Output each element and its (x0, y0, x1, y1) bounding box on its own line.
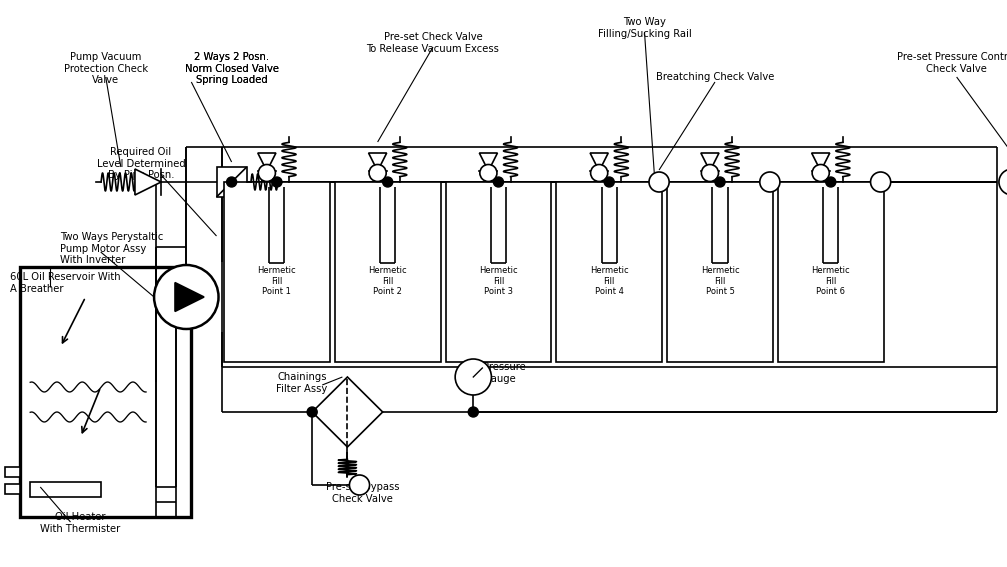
Circle shape (702, 164, 719, 181)
Bar (667, 182, 773, 362)
Text: Hermetic
Fill
Point 2: Hermetic Fill Point 2 (369, 266, 407, 296)
Circle shape (999, 169, 1007, 195)
Circle shape (826, 177, 836, 187)
Text: Hermetic
Fill
Point 5: Hermetic Fill Point 5 (701, 266, 739, 296)
Text: Pressure
Gauge: Pressure Gauge (483, 362, 526, 384)
Polygon shape (258, 153, 276, 171)
Text: Pre-set Pressure Control
Check Valve: Pre-set Pressure Control Check Valve (897, 52, 1007, 74)
Circle shape (383, 177, 393, 187)
Text: Hermetic
Fill
Point 1: Hermetic Fill Point 1 (258, 266, 296, 296)
Circle shape (227, 177, 237, 187)
Polygon shape (479, 153, 497, 171)
Bar (217, 167, 247, 197)
Text: Pump Vacuum
Protection Check
Valve: Pump Vacuum Protection Check Valve (63, 52, 148, 85)
Circle shape (455, 359, 491, 395)
Text: Two Way
Filling/Sucking Rail: Two Way Filling/Sucking Rail (597, 17, 692, 39)
Bar (445, 182, 552, 362)
Circle shape (369, 164, 387, 181)
Text: Pre-set Check Valve
To Release Vacuum Excess: Pre-set Check Valve To Release Vacuum Ex… (367, 32, 499, 54)
Circle shape (468, 407, 478, 417)
Polygon shape (590, 153, 608, 171)
Text: 60L Oil Reservoir With
A Breather: 60L Oil Reservoir With A Breather (10, 272, 121, 294)
Circle shape (649, 172, 670, 192)
Bar (777, 182, 884, 362)
Polygon shape (812, 153, 830, 171)
Text: 2 Ways 2 Posn.
Norm Closed Valve
Spring Loaded: 2 Ways 2 Posn. Norm Closed Valve Spring … (184, 52, 279, 85)
Bar (20, 267, 191, 517)
Text: Chainings
Filter Assy: Chainings Filter Assy (277, 372, 327, 393)
Bar (557, 182, 663, 362)
Bar (30, 482, 101, 497)
Text: Hermetic
Fill
Point 3: Hermetic Fill Point 3 (479, 266, 518, 296)
Circle shape (590, 164, 607, 181)
Text: Oil Heater
With Thermister: Oil Heater With Thermister (40, 512, 121, 534)
Polygon shape (175, 282, 204, 311)
Circle shape (154, 265, 219, 329)
Circle shape (760, 172, 780, 192)
Text: Hermetic
Fill
Point 4: Hermetic Fill Point 4 (590, 266, 628, 296)
Circle shape (604, 177, 614, 187)
Text: Hermetic
Fill
Point 6: Hermetic Fill Point 6 (812, 266, 850, 296)
Text: Breatching Check Valve: Breatching Check Valve (656, 72, 774, 82)
Circle shape (715, 177, 725, 187)
Text: Pre-set Bypass
Check Valve: Pre-set Bypass Check Valve (326, 482, 399, 503)
Circle shape (272, 177, 282, 187)
Circle shape (480, 164, 497, 181)
Circle shape (349, 475, 370, 495)
Text: Required Oil
Level Determined
By Pipe Posn.: Required Oil Level Determined By Pipe Po… (97, 147, 185, 180)
Text: Two Ways Perystaltic
Pump Motor Assy
With Inverter: Two Ways Perystaltic Pump Motor Assy Wit… (60, 232, 164, 265)
Polygon shape (312, 377, 383, 447)
Bar (5, 467, 20, 477)
Circle shape (258, 164, 276, 181)
Circle shape (870, 172, 891, 192)
Circle shape (813, 164, 830, 181)
Polygon shape (135, 169, 161, 195)
Text: 2 Ways 2 Posn.
Norm Closed Valve
Spring Loaded: 2 Ways 2 Posn. Norm Closed Valve Spring … (184, 52, 279, 85)
Bar (334, 182, 441, 362)
Polygon shape (701, 153, 719, 171)
Bar (5, 484, 20, 494)
Circle shape (493, 177, 504, 187)
Bar (224, 182, 330, 362)
Polygon shape (369, 153, 387, 171)
Circle shape (307, 407, 317, 417)
